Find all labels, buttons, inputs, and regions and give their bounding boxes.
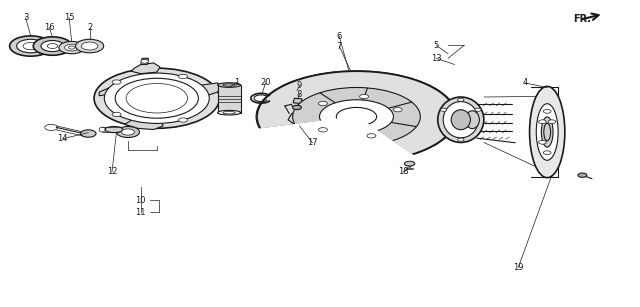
Circle shape bbox=[319, 128, 328, 132]
Text: 8: 8 bbox=[297, 90, 302, 99]
Circle shape bbox=[393, 107, 402, 112]
Text: 14: 14 bbox=[58, 134, 68, 143]
Polygon shape bbox=[131, 63, 160, 74]
Ellipse shape bbox=[319, 100, 394, 134]
Text: 3: 3 bbox=[23, 13, 28, 22]
Polygon shape bbox=[191, 83, 221, 98]
Ellipse shape bbox=[223, 111, 236, 114]
Ellipse shape bbox=[541, 117, 553, 147]
Text: 5: 5 bbox=[434, 41, 439, 50]
Polygon shape bbox=[125, 118, 163, 130]
Polygon shape bbox=[141, 58, 148, 64]
Text: 13: 13 bbox=[431, 54, 442, 63]
Circle shape bbox=[360, 95, 369, 99]
Polygon shape bbox=[291, 131, 302, 138]
Polygon shape bbox=[99, 80, 138, 96]
Ellipse shape bbox=[223, 84, 236, 86]
Circle shape bbox=[81, 42, 98, 50]
Wedge shape bbox=[256, 117, 416, 167]
Circle shape bbox=[548, 120, 556, 123]
Ellipse shape bbox=[105, 126, 123, 133]
Circle shape bbox=[179, 118, 188, 122]
Text: 1: 1 bbox=[234, 78, 239, 87]
Text: 6: 6 bbox=[337, 32, 342, 41]
Circle shape bbox=[10, 36, 52, 56]
Circle shape bbox=[440, 108, 447, 111]
Ellipse shape bbox=[443, 102, 479, 138]
Circle shape bbox=[458, 98, 464, 101]
Circle shape bbox=[116, 126, 140, 138]
Text: 10: 10 bbox=[136, 196, 146, 205]
Ellipse shape bbox=[451, 110, 470, 130]
Polygon shape bbox=[288, 111, 307, 124]
Ellipse shape bbox=[257, 71, 456, 162]
Polygon shape bbox=[218, 85, 241, 113]
Circle shape bbox=[141, 60, 148, 63]
Circle shape bbox=[539, 141, 547, 144]
Text: 7: 7 bbox=[337, 41, 342, 51]
Circle shape bbox=[319, 101, 328, 106]
Circle shape bbox=[81, 130, 96, 137]
Text: 4: 4 bbox=[522, 78, 527, 87]
Circle shape bbox=[367, 134, 376, 138]
Circle shape bbox=[578, 173, 587, 177]
Text: 20: 20 bbox=[260, 78, 271, 87]
Ellipse shape bbox=[536, 104, 558, 160]
Text: 19: 19 bbox=[513, 262, 524, 272]
Circle shape bbox=[475, 108, 481, 111]
Text: 18: 18 bbox=[398, 167, 408, 177]
Circle shape bbox=[17, 39, 45, 53]
Circle shape bbox=[404, 161, 415, 166]
Text: 11: 11 bbox=[136, 208, 146, 217]
Circle shape bbox=[112, 112, 121, 117]
Circle shape bbox=[33, 37, 72, 55]
Ellipse shape bbox=[218, 111, 241, 115]
Circle shape bbox=[112, 80, 121, 84]
Circle shape bbox=[539, 120, 547, 123]
Circle shape bbox=[65, 44, 79, 51]
Text: 16: 16 bbox=[44, 23, 54, 32]
Circle shape bbox=[59, 41, 84, 54]
Ellipse shape bbox=[438, 97, 484, 142]
Circle shape bbox=[543, 151, 551, 154]
Circle shape bbox=[94, 68, 220, 128]
Text: 9: 9 bbox=[297, 81, 302, 91]
Text: 12: 12 bbox=[107, 167, 117, 177]
Ellipse shape bbox=[292, 87, 420, 146]
Ellipse shape bbox=[465, 111, 479, 129]
Circle shape bbox=[458, 138, 464, 141]
Circle shape bbox=[543, 110, 551, 113]
Ellipse shape bbox=[218, 83, 241, 87]
Polygon shape bbox=[293, 98, 302, 103]
Circle shape bbox=[76, 39, 104, 53]
Text: 2: 2 bbox=[87, 23, 92, 32]
Ellipse shape bbox=[529, 86, 565, 178]
Circle shape bbox=[122, 129, 134, 135]
Circle shape bbox=[179, 74, 188, 79]
Text: 17: 17 bbox=[307, 138, 317, 147]
Circle shape bbox=[104, 73, 209, 123]
Circle shape bbox=[292, 105, 301, 110]
Circle shape bbox=[41, 41, 64, 52]
Text: 15: 15 bbox=[64, 13, 74, 22]
Text: FR.: FR. bbox=[573, 14, 591, 24]
